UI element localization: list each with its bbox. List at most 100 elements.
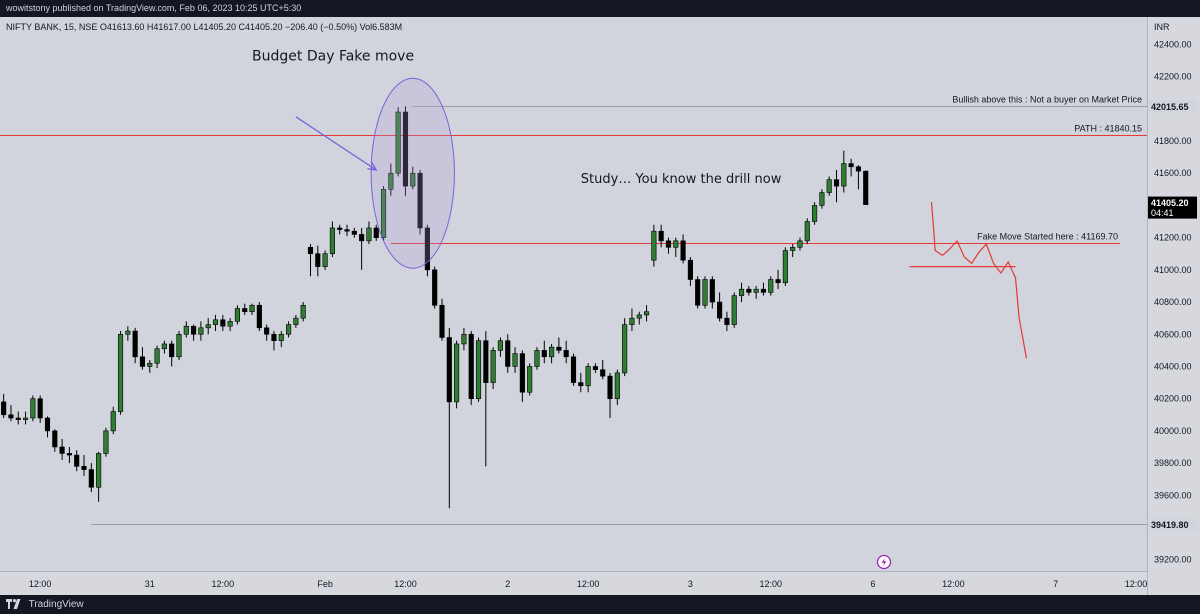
price-chart[interactable]: NIFTY BANK, 15, NSE O41613.60 H41617.00 … <box>0 17 1200 595</box>
y-tick-label: 42200.00 <box>1154 72 1192 82</box>
candle <box>59 446 65 454</box>
x-tick-label: 12:00 <box>394 579 417 589</box>
candle <box>804 221 810 242</box>
candle <box>833 179 840 187</box>
y-tick-label: 39200.00 <box>1154 555 1192 565</box>
y-tick-label: 40000.00 <box>1154 426 1192 436</box>
budget-day-ellipse <box>370 77 455 269</box>
candle <box>373 227 379 238</box>
candle <box>337 227 343 230</box>
candle <box>855 166 861 172</box>
candle <box>44 417 51 432</box>
candle <box>622 324 628 374</box>
candle <box>519 353 525 393</box>
candle <box>366 227 372 242</box>
candle <box>702 279 708 306</box>
candle <box>563 350 569 358</box>
candle <box>81 466 87 470</box>
candle <box>329 227 335 255</box>
footer-brand: TradingView <box>28 599 84 610</box>
budget-arrow-head <box>367 161 378 171</box>
time-axis <box>0 571 1147 595</box>
candle <box>643 311 650 316</box>
x-tick-label: 12:00 <box>759 579 782 589</box>
candle <box>863 170 869 205</box>
candle <box>23 417 29 420</box>
candle <box>709 279 715 303</box>
plot-area <box>0 17 1147 571</box>
candle <box>614 372 620 399</box>
price-badge <box>1148 100 1197 113</box>
candle <box>351 230 357 235</box>
x-tick-label: 12:00 <box>942 579 965 589</box>
candle <box>819 192 825 206</box>
candle <box>154 348 160 364</box>
candle <box>812 205 818 222</box>
candle <box>483 340 489 383</box>
candle <box>8 414 14 419</box>
candle <box>417 172 423 229</box>
x-tick-label: 2 <box>505 579 510 589</box>
candle <box>600 369 606 377</box>
candle <box>380 189 387 238</box>
currency-label: INR <box>1154 22 1170 32</box>
y-tick-label: 42400.00 <box>1154 39 1192 49</box>
candle <box>797 240 803 248</box>
candle <box>475 340 482 399</box>
candle <box>139 356 146 367</box>
candle <box>782 250 788 284</box>
candle <box>578 382 584 387</box>
candle <box>176 333 182 358</box>
lightning-bolt <box>881 558 887 566</box>
candle <box>680 240 686 261</box>
candle <box>322 253 328 267</box>
candle <box>410 172 416 187</box>
candle <box>461 333 467 345</box>
candle <box>753 288 759 293</box>
candle <box>220 319 226 327</box>
budget-arrow <box>295 116 377 171</box>
candle <box>286 324 292 335</box>
candle <box>454 343 460 403</box>
candle <box>592 366 598 370</box>
candle <box>673 240 679 248</box>
candle <box>746 288 752 293</box>
y-tick-label: 41800.00 <box>1154 136 1192 146</box>
candle <box>212 319 219 325</box>
x-tick-label: Feb <box>317 579 333 589</box>
candle <box>497 340 504 351</box>
price-badge <box>1148 518 1197 531</box>
candle <box>52 430 58 448</box>
candle <box>841 163 847 187</box>
candle <box>768 279 774 293</box>
candle <box>468 333 474 399</box>
y-tick-label: 41000.00 <box>1154 265 1192 275</box>
candle <box>30 398 36 419</box>
footer-bar: TradingView <box>0 595 1200 614</box>
price-badge-text: 39419.80 <box>1151 520 1189 530</box>
candle <box>848 163 854 168</box>
y-tick-label: 41200.00 <box>1154 233 1192 243</box>
candle <box>432 269 438 306</box>
candle <box>439 304 445 338</box>
candle <box>15 417 21 420</box>
candle <box>731 295 737 325</box>
candle <box>724 317 730 325</box>
candle <box>264 327 270 335</box>
publish-info: wowitstony published on TradingView.com,… <box>0 0 1200 17</box>
candle <box>775 279 781 284</box>
candle <box>388 172 394 190</box>
candle <box>110 411 116 432</box>
candle <box>607 375 613 399</box>
candle <box>293 317 299 325</box>
candle <box>687 259 693 280</box>
candle <box>658 230 664 242</box>
x-tick-label: 6 <box>871 579 876 589</box>
candle <box>227 321 233 327</box>
candle <box>738 288 745 296</box>
candle <box>161 343 167 350</box>
x-tick-label: 12:00 <box>1125 579 1148 589</box>
candle <box>315 253 321 267</box>
y-tick-label: 39800.00 <box>1154 458 1192 468</box>
price-axis <box>1147 17 1200 595</box>
